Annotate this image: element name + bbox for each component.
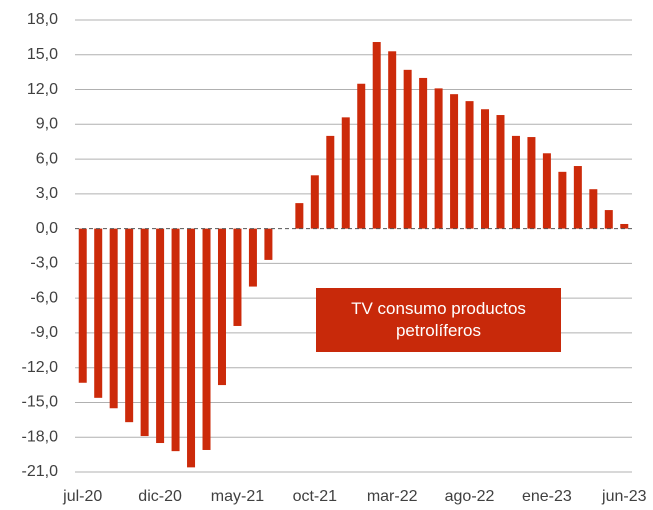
annotation: TV consumo productos petrolíferos	[316, 288, 561, 352]
bar	[357, 83, 366, 229]
bar	[140, 228, 149, 437]
y-tick-label: -21,0	[22, 463, 59, 480]
y-tick-label: 15,0	[27, 46, 58, 63]
y-tick-label: -6,0	[30, 289, 58, 306]
bar	[264, 228, 273, 260]
bar	[620, 223, 629, 229]
bar	[94, 228, 103, 398]
y-tick-label: 18,0	[27, 11, 58, 28]
x-tick-label: dic-20	[138, 488, 182, 505]
bar	[465, 101, 474, 229]
bar	[434, 88, 443, 229]
x-tick-label: ago-22	[445, 488, 495, 505]
bar	[295, 203, 304, 229]
bar	[217, 228, 226, 386]
bar	[187, 228, 196, 468]
x-tick-label: jun-23	[601, 488, 647, 505]
bar	[388, 51, 397, 229]
bar	[558, 171, 567, 229]
bar	[109, 228, 118, 409]
bar	[233, 228, 242, 326]
bar	[78, 228, 87, 383]
x-tick-label: may-21	[211, 488, 264, 505]
bar	[496, 115, 505, 229]
bar	[372, 42, 381, 229]
bar	[341, 117, 350, 229]
y-tick-label: 9,0	[36, 116, 58, 133]
y-tick-label: -3,0	[30, 255, 58, 272]
y-tick-label: -15,0	[22, 394, 59, 411]
y-tick-label: -12,0	[22, 359, 59, 376]
x-tick-label: oct-21	[293, 488, 338, 505]
bar	[481, 109, 490, 229]
bar	[511, 135, 520, 229]
x-tick-label: mar-22	[367, 488, 418, 505]
bar	[604, 210, 613, 229]
y-tick-label: -9,0	[30, 324, 58, 341]
bar	[202, 228, 211, 450]
bar	[419, 77, 428, 229]
x-tick-label: ene-23	[522, 488, 572, 505]
bar	[542, 153, 551, 229]
bar	[248, 228, 257, 287]
y-tick-label: -18,0	[22, 428, 59, 445]
bar	[310, 175, 319, 229]
bar	[527, 137, 536, 229]
bar	[125, 228, 134, 423]
y-tick-label: 6,0	[36, 150, 58, 167]
bar	[450, 94, 459, 229]
y-tick-label: 3,0	[36, 185, 58, 202]
x-tick-label: jul-20	[62, 488, 102, 505]
bar	[156, 228, 165, 444]
bar	[573, 166, 582, 229]
bar	[403, 69, 412, 229]
y-tick-label: 12,0	[27, 81, 58, 98]
bar	[171, 228, 180, 452]
bar	[589, 189, 598, 229]
y-tick-label: 0,0	[36, 220, 58, 237]
bar	[326, 135, 335, 229]
